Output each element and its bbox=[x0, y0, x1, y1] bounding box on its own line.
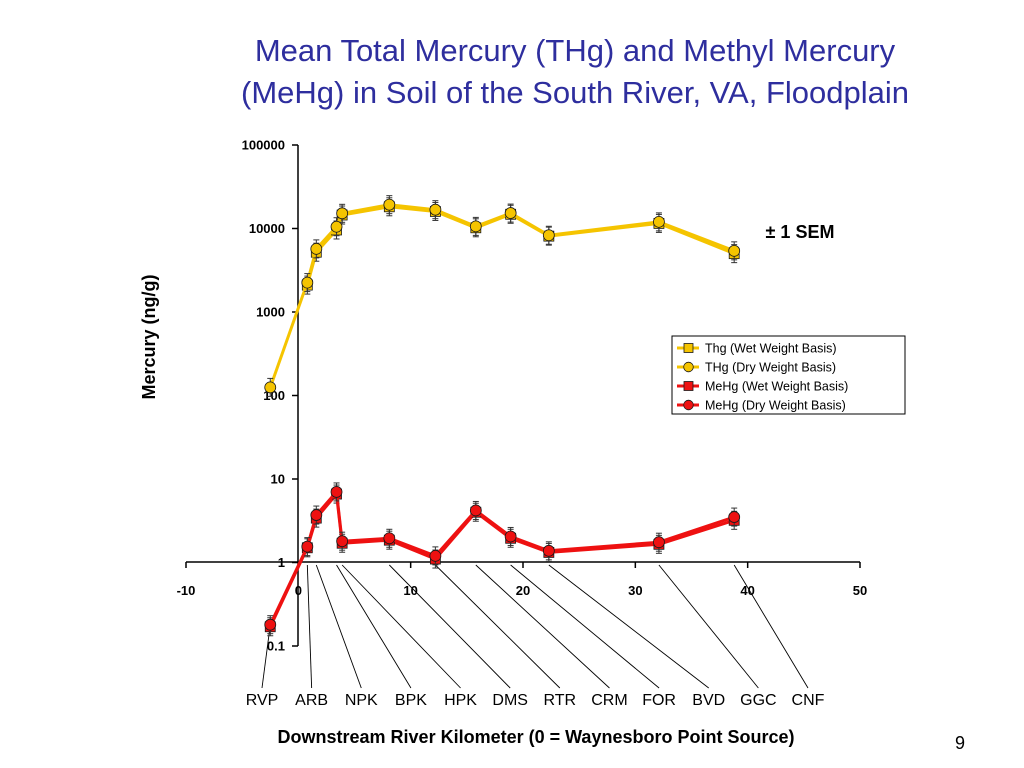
data-point bbox=[728, 511, 741, 523]
data-point bbox=[383, 198, 396, 211]
series-thg-wet-weight-basis- bbox=[301, 197, 740, 295]
data-point bbox=[469, 220, 482, 233]
site-pointer-line bbox=[306, 564, 313, 689]
data-point bbox=[264, 618, 277, 631]
legend-entry: MeHg (Dry Weight Basis) bbox=[677, 399, 846, 413]
data-point bbox=[728, 244, 741, 257]
site-label-ggc: GGC bbox=[740, 692, 776, 709]
site-label-dms: DMS bbox=[492, 692, 528, 709]
slide-title-line-2: (MeHg) in Soil of the South River, VA, F… bbox=[241, 75, 909, 110]
site-label-for: FOR bbox=[642, 692, 676, 709]
site-pointer-line bbox=[336, 564, 412, 689]
site-label-rtr: RTR bbox=[544, 692, 577, 709]
series-line bbox=[268, 490, 735, 626]
x-tick-label: 20 bbox=[516, 583, 530, 598]
site-pointer-line bbox=[658, 564, 759, 689]
data-point bbox=[653, 536, 665, 549]
x-tick-label: 0 bbox=[295, 583, 302, 598]
y-axis-title: Mercury (ng/g) bbox=[139, 274, 159, 399]
site-label-cnf: CNF bbox=[792, 692, 825, 709]
data-point bbox=[310, 242, 323, 255]
site-label-hpk: HPK bbox=[444, 692, 477, 709]
data-point bbox=[330, 220, 343, 233]
x-tick-label: 50 bbox=[853, 583, 867, 598]
y-tick-label: 10 bbox=[271, 472, 285, 487]
data-point bbox=[330, 486, 343, 498]
data-point bbox=[542, 229, 555, 242]
y-tick-label: 0.1 bbox=[267, 639, 285, 654]
legend-box bbox=[671, 335, 906, 415]
legend-entry: MeHg (Wet Weight Basis) bbox=[677, 380, 848, 394]
legend-swatch-marker bbox=[683, 399, 694, 411]
site-pointer-line bbox=[389, 564, 511, 689]
x-axis-title: Downstream River Kilometer (0 = Waynesbo… bbox=[278, 727, 795, 747]
y-tick-label: 100000 bbox=[242, 138, 285, 153]
data-point bbox=[301, 540, 314, 553]
site-pointer-lines: RVP ARB NPK BPK HPK DMS RTR CRM FOR BVD GGC CNF bbox=[246, 564, 825, 709]
x-tick-label: 30 bbox=[628, 583, 642, 598]
site-pointer-line bbox=[510, 564, 660, 689]
data-point bbox=[429, 549, 442, 562]
x-tick-label: 10 bbox=[403, 583, 417, 598]
data-point bbox=[653, 215, 665, 228]
data-point bbox=[504, 530, 517, 543]
y-tick-label: 1000 bbox=[256, 305, 285, 320]
legend-swatch-marker bbox=[683, 381, 694, 391]
legend-swatch-marker bbox=[683, 361, 694, 373]
legend-entry: Thg (Wet Weight Basis) bbox=[677, 342, 837, 356]
data-point bbox=[504, 207, 517, 219]
slide-number: 9 bbox=[954, 733, 965, 753]
site-label-arb: ARB bbox=[295, 692, 328, 709]
data-point bbox=[429, 203, 442, 216]
legend-label: MeHg (Dry Weight Basis) bbox=[705, 399, 846, 413]
site-label-bvd: BVD bbox=[692, 692, 725, 709]
data-point bbox=[301, 276, 314, 289]
site-pointer-line bbox=[341, 564, 461, 689]
legend-entry: THg (Dry Weight Basis) bbox=[677, 361, 836, 375]
site-label-rvp: RVP bbox=[246, 692, 279, 709]
legend-label: MeHg (Wet Weight Basis) bbox=[705, 380, 848, 394]
site-pointer-line bbox=[733, 564, 809, 689]
site-pointer-line bbox=[548, 564, 710, 689]
legend-label: THg (Dry Weight Basis) bbox=[705, 361, 836, 375]
data-point bbox=[469, 504, 482, 517]
legend-swatch-marker bbox=[683, 343, 694, 353]
legend-label: Thg (Wet Weight Basis) bbox=[705, 342, 837, 356]
data-point bbox=[264, 381, 277, 394]
slide-title: Mean Total Mercury (THg) and Methyl Merc… bbox=[150, 30, 1000, 114]
slide-title-line-1: Mean Total Mercury (THg) and Methyl Merc… bbox=[254, 33, 896, 68]
site-pointer-line bbox=[475, 564, 610, 689]
series-mehg-dry-weight-basis- bbox=[264, 482, 741, 635]
site-label-crm: CRM bbox=[591, 692, 627, 709]
y-tick-label: 1 bbox=[278, 555, 285, 570]
sem-annotation: ± 1 SEM bbox=[766, 222, 835, 242]
data-point bbox=[310, 509, 323, 521]
data-point bbox=[336, 535, 349, 548]
chart-series bbox=[264, 195, 741, 637]
series-mehg-wet-weight-basis- bbox=[264, 484, 740, 637]
site-pointer-line bbox=[261, 624, 271, 689]
site-label-bpk: BPK bbox=[395, 692, 427, 709]
site-label-npk: NPK bbox=[345, 692, 378, 709]
y-tick-label: 10000 bbox=[249, 221, 285, 236]
x-tick-label: -10 bbox=[177, 583, 196, 598]
series-thg-dry-weight-basis- bbox=[264, 195, 741, 397]
site-pointer-line bbox=[315, 564, 362, 689]
data-point bbox=[542, 544, 555, 557]
chart-legend: Thg (Wet Weight Basis) THg (Dry Weight Ba… bbox=[671, 335, 906, 415]
data-point bbox=[383, 532, 396, 545]
data-point bbox=[336, 207, 349, 220]
site-pointer-line bbox=[435, 564, 561, 689]
